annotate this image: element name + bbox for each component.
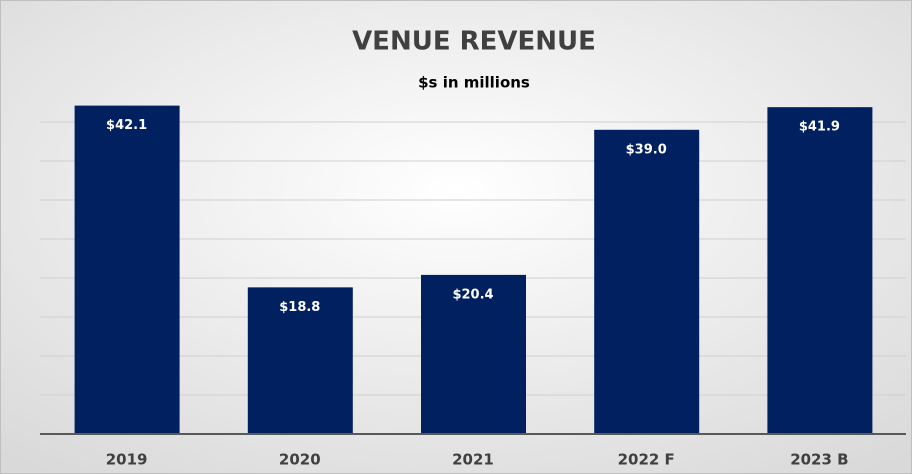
bar bbox=[767, 107, 873, 435]
data-label: $39.0 bbox=[626, 142, 667, 157]
bar bbox=[594, 129, 700, 435]
data-label: $18.8 bbox=[279, 300, 320, 315]
x-tick-label: 2020 bbox=[279, 451, 321, 469]
x-tick-label: 2022 F bbox=[618, 451, 675, 469]
data-label: $41.9 bbox=[799, 120, 840, 135]
bar bbox=[74, 105, 180, 435]
bar bbox=[421, 274, 526, 434]
chart-title: VENUE REVENUE bbox=[352, 27, 596, 57]
x-tick-label: 2021 bbox=[452, 451, 494, 469]
bar bbox=[247, 287, 353, 434]
chart-subtitle: $s in millions bbox=[418, 74, 530, 92]
data-label: $42.1 bbox=[106, 118, 147, 133]
data-label: $20.4 bbox=[452, 287, 493, 302]
x-tick-label: 2019 bbox=[106, 451, 148, 469]
x-tick-label: 2023 B bbox=[790, 451, 848, 469]
